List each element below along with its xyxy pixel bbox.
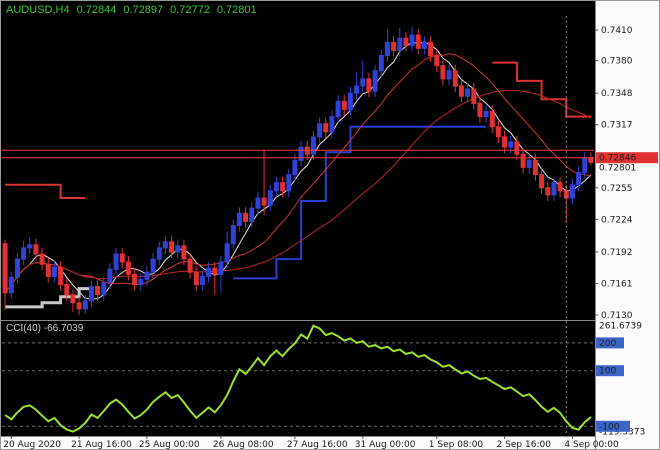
time-scale: 20 Aug 2020 21 Aug 16:00 25 Aug 00:00 26 Au… [3,436,619,450]
time-tick-label: 1 Sep 08:00 [429,440,484,450]
cci-level-label: -100 [599,422,620,432]
cci-level-label: 200 [599,339,616,349]
cci-line-layer [4,324,592,433]
open-value: 0.72844 [76,4,117,16]
price-scale: 0.7410 0.7380 0.7348 0.7317 0.7255 0.7224 0.71… [595,26,633,321]
current-price-tag-label: 0.72846 [599,154,636,164]
chart-ohlc-header: AUDUSD,H4 0.72844 0.72897 0.72772 0.72801 [6,4,264,16]
hilo-left-silver [5,287,92,309]
low-value: 0.72772 [170,4,210,16]
time-tick-label: 27 Aug 16:00 [287,440,348,450]
cci-level-tag [596,365,624,377]
current-price-tag [596,152,658,164]
price-tick-label: 0.7224 [601,215,633,225]
time-tick-label: 25 Aug 00:00 [139,440,200,450]
price-tick-label: 0.7410 [601,26,633,36]
cci-level-label: 100 [599,367,616,377]
symbol-timeframe-label: AUDUSD,H4 [6,4,70,16]
candles-layer [2,27,594,315]
price-lines-layer [2,149,594,159]
price-tick-label: 0.7380 [601,57,633,67]
price-tick-label: 0.7161 [601,280,633,290]
step-lines-layer [5,61,591,309]
bid-price-label: 0.72801 [599,163,636,173]
hilo-right-red-resistance [492,61,591,118]
price-tick-label: 0.7192 [601,248,633,258]
cci-line [4,324,592,433]
cci-level-tag [596,337,624,349]
close-value: 0.72801 [216,4,257,16]
hilo-left-red [5,183,86,199]
price-tick-label: 0.7348 [601,89,633,99]
ma-slow [4,90,592,294]
price-tick-label: 0.7130 [601,311,633,321]
time-tick-label: 4 Sep 00:00 [564,440,619,450]
time-tick-label: 20 Aug 2020 [3,440,61,450]
cci-level-tag [596,420,630,432]
ma-fast [4,41,592,300]
time-tick-label: 2 Sep 16:00 [497,440,552,450]
cci-levels-layer [2,342,594,427]
indicator-label: CCI(40) -66.7039 [6,323,84,334]
cci-edge-label: -119.3373 [599,428,645,438]
high-value: 0.72897 [123,4,164,16]
time-tick-label: 31 Aug 00:00 [355,440,416,450]
price-tick-label: 0.7255 [601,184,633,194]
price-tick-label: 0.7317 [601,121,633,131]
cci-edge-label: 261.6739 [599,322,642,332]
cci-scale: 261.6739 -119.3373 200 100 -100 [596,322,645,438]
moving-averages-layer [4,41,592,300]
time-tick-label: 21 Aug 16:00 [71,440,132,450]
time-scale-strip[interactable] [0,436,595,450]
time-tick-label: 26 Aug 08:00 [213,440,274,450]
ma-medium [4,53,592,294]
